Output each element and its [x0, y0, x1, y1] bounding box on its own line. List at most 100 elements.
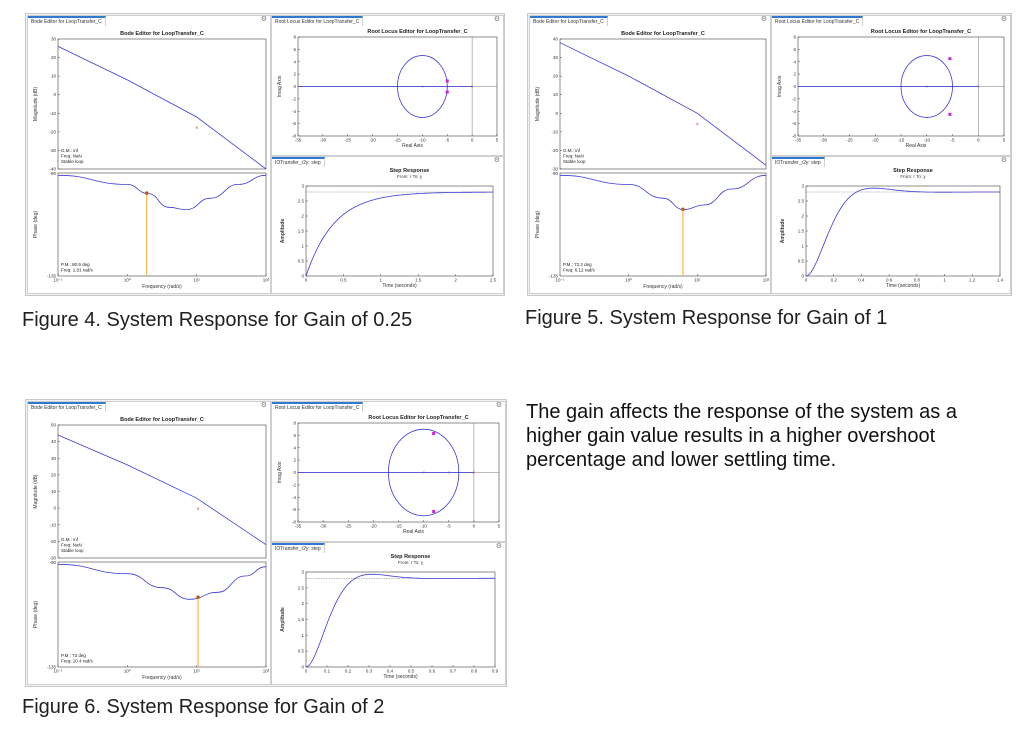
magnitude-curve [559, 42, 767, 166]
phase-margin-marker [144, 191, 149, 195]
open-loop-pole: ○ [446, 84, 449, 90]
stability-info: G.M.: inf [61, 148, 79, 153]
open-loop-pole: ○ [472, 470, 475, 476]
x-tick-label: -30 [820, 138, 827, 143]
x-tick-label: 0.1 [324, 669, 331, 674]
locus-circle [900, 55, 953, 118]
stability-info: Stable loop [563, 159, 586, 164]
y-tick-label: 0 [301, 665, 304, 670]
root-locus-chart: Root Locus Editor for LoopTransfer_C 8 6 4 2… [777, 29, 1006, 149]
figure-4-screenshot: Bode Editor for LoopTransfer_C ⚙ Bode Ed… [25, 13, 505, 296]
y-tick-label: 1.5 [798, 229, 805, 234]
gear-icon[interactable]: ⚙ [495, 402, 502, 409]
root-locus-chart: Root Locus Editor for LoopTransfer_C 8 6 4 2… [277, 29, 499, 149]
x-tick-label: 0.3 [366, 669, 373, 674]
y-tick-label: 2.5 [298, 199, 305, 204]
phase-axis-label: Phase (deg) [33, 601, 39, 629]
y-tick-label: -2 [792, 96, 796, 101]
gear-icon[interactable]: ⚙ [1000, 16, 1007, 23]
phase-margin-info: Freq: 1.91 rad/s [61, 268, 94, 273]
step-title: Step Response [893, 168, 933, 174]
y-tick-label: 0 [793, 84, 796, 89]
y-tick-label: -30 [49, 556, 56, 561]
y-tick-label: -30 [551, 167, 558, 172]
x-tick-label: 10⁻¹ [556, 278, 565, 283]
gear-icon[interactable]: ⚙ [760, 16, 767, 23]
frequency-axis-label: Frequency (rad/s) [142, 284, 182, 290]
y-tick-label: 20 [553, 74, 559, 79]
magnitude-curve [57, 434, 267, 546]
plot-frame [57, 561, 267, 668]
gear-icon[interactable]: ⚙ [495, 543, 502, 550]
x-tick-label: -35 [295, 524, 302, 529]
gear-icon[interactable]: ⚙ [1000, 157, 1007, 164]
stability-info: Freq: NaN [563, 154, 584, 159]
tab-root-locus[interactable]: Root Locus Editor for LoopTransfer_C [272, 402, 364, 412]
figure-6-screenshot: Bode Editor for LoopTransfer_C ⚙ Bode Ed… [25, 399, 507, 687]
gear-icon[interactable]: ⚙ [260, 402, 267, 409]
frequency-axis-label: Frequency (rad/s) [142, 675, 182, 681]
y-tick-label: 4 [293, 445, 296, 450]
y-tick-label: -40 [49, 167, 56, 172]
y-tick-label: 30 [51, 456, 57, 461]
y-tick-label: 0 [293, 470, 296, 475]
tab-root-locus[interactable]: Root Locus Editor for LoopTransfer_C [272, 16, 364, 26]
y-tick-label: 1 [301, 633, 304, 638]
closed-loop-pole [948, 57, 952, 61]
y-tick-label: 2 [293, 72, 296, 77]
x-tick-label: 10⁻¹ [54, 669, 63, 674]
root-locus-chart: Root Locus Editor for LoopTransfer_C 8 6 4 2… [277, 415, 501, 535]
tab-bode-editor[interactable]: Bode Editor for LoopTransfer_C [530, 16, 608, 26]
x-tick-label: 1 [380, 278, 383, 283]
y-tick-label: -4 [792, 109, 796, 114]
y-tick-label: -4 [292, 109, 296, 114]
y-tick-label: -135 [47, 274, 57, 279]
tab-step-response[interactable]: IOTransfer_r2y: step [272, 543, 325, 553]
amplitude-axis-label: Amplitude [280, 219, 286, 244]
y-tick-label: -10 [49, 111, 56, 116]
y-tick-label: 6 [293, 433, 296, 438]
x-tick-label: -25 [344, 138, 351, 143]
tab-bode-editor[interactable]: Bode Editor for LoopTransfer_C [28, 16, 106, 26]
amplitude-axis-label: Amplitude [780, 219, 786, 244]
gear-icon[interactable]: ⚙ [260, 16, 267, 23]
imag-axis-label: Imag Axis [277, 461, 283, 483]
figure-5-screenshot: Bode Editor for LoopTransfer_C ⚙ Bode Ed… [527, 13, 1012, 296]
y-tick-label: -10 [551, 129, 558, 134]
y-tick-label: 4 [793, 59, 796, 64]
y-tick-label: 0 [301, 274, 304, 279]
x-tick-label: 1 [943, 278, 946, 283]
conclusion-paragraph: The gain affects the response of the sys… [526, 401, 957, 471]
y-tick-label: 2 [801, 214, 804, 219]
stability-info: Stable loop [61, 159, 84, 164]
y-tick-label: 3 [301, 570, 304, 575]
open-loop-pole: ○ [447, 470, 450, 476]
x-tick-label: 2.5 [490, 278, 497, 283]
phase-margin-info: P.M.: 80.9 deg [61, 262, 90, 267]
x-tick-label: 5 [1003, 138, 1006, 143]
y-tick-label: 2 [793, 72, 796, 77]
tab-bode-editor[interactable]: Bode Editor for LoopTransfer_C [28, 402, 106, 412]
tab-step-response[interactable]: IOTransfer_r2y: step [772, 157, 825, 167]
gear-icon[interactable]: ⚙ [493, 157, 500, 164]
y-tick-label: 3 [801, 184, 804, 189]
amplitude-axis-label: Amplitude [280, 607, 286, 632]
tab-step-response[interactable]: IOTransfer_r2y: step [272, 157, 325, 167]
y-tick-label: 40 [51, 439, 57, 444]
y-tick-label: -6 [292, 121, 296, 126]
real-axis-label: Real Axis [906, 143, 927, 149]
step-title: Step Response [391, 554, 431, 560]
locus-circle [388, 428, 460, 517]
figure-6-caption: Figure 6. System Response for Gain of 2 [22, 696, 385, 718]
tab-root-locus[interactable]: Root Locus Editor for LoopTransfer_C [772, 16, 864, 26]
x-tick-label: 0.9 [492, 669, 499, 674]
gear-icon[interactable]: ⚙ [493, 16, 500, 23]
y-tick-label: 0 [53, 92, 56, 97]
x-tick-label: -20 [872, 138, 879, 143]
x-tick-label: 10⁰ [625, 278, 632, 283]
phase-margin-info: P.M.: 73 deg [61, 653, 86, 658]
x-tick-label: 10² [763, 278, 770, 283]
step-response-pane: IOTransfer_r2y: step ⚙ Step Response From… [271, 542, 506, 685]
y-tick-label: -90 [49, 171, 56, 176]
root-locus-pane: Root Locus Editor for LoopTransfer_C ⚙ R… [271, 15, 504, 156]
